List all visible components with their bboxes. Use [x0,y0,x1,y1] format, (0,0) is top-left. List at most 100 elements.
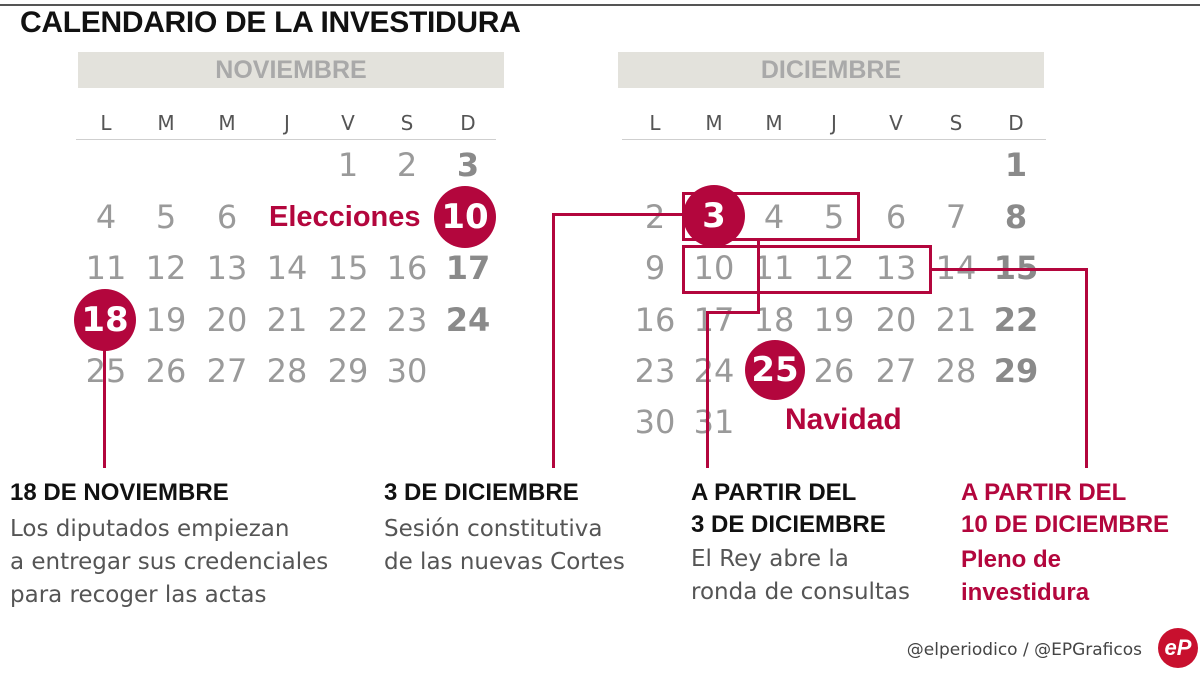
connector-line-investidura-v [1085,268,1088,468]
dec-day-16: 16 [634,301,676,339]
connector-line-dec3-h [552,213,682,216]
nov-day-11: 11 [85,249,127,287]
nov-day-12: 12 [145,249,187,287]
dec-weekday-5: S [949,111,963,135]
nov-day-26: 26 [145,352,187,390]
top-rule [0,4,1200,6]
dec-day-8: 8 [1004,198,1028,236]
month-header-noviembre: NOVIEMBRE [78,52,504,88]
dec-day-9: 9 [644,249,666,287]
nov-weekday-4: V [341,111,355,135]
dec-weekday-6: D [1008,111,1024,135]
dec-day-28: 28 [935,352,977,390]
nov-weekday-0: L [100,111,112,135]
note-nov18-line-2: a entregar sus credenciales [10,549,329,575]
nov-day-17: 17 [445,249,491,287]
calendar-rule-diciembre [622,139,1046,140]
nov-day-3: 3 [456,146,480,184]
nov-day-27: 27 [206,352,248,390]
connector-line-consultas-b [757,291,760,313]
nov-day-19: 19 [145,301,187,339]
nov-day-29: 29 [327,352,369,390]
dec-day-5: 5 [823,198,845,236]
note-nov18-title: 18 DE NOVIEMBRE [10,479,229,506]
dec-weekday-0: L [649,111,661,135]
note-investidura-title-1: A PARTIR DEL [961,479,1127,506]
dec-day-26: 26 [813,352,855,390]
nov-weekday-6: D [460,111,476,135]
note-investidura-line-1: Pleno de [961,546,1062,573]
highlight-circle-dec-3: 3 [683,185,745,247]
note-dec3-line-2: de las nuevas Cortes [384,549,625,575]
dec-weekday-3: J [831,111,837,135]
nov-day-24: 24 [445,301,491,339]
dec-day-23: 23 [634,352,676,390]
nov-day-28: 28 [266,352,308,390]
nov-weekday-2: M [218,111,236,135]
dec-day-12: 12 [813,249,855,287]
nov-weekday-3: J [284,111,290,135]
nov-day-21: 21 [266,301,308,339]
dec-day-21: 21 [935,301,977,339]
calendar-rule-noviembre [76,139,496,140]
nov-day-13: 13 [206,249,248,287]
dec-day-1: 1 [1004,146,1028,184]
dec-day-22: 22 [993,301,1039,339]
nov-day-16: 16 [386,249,428,287]
note-consultas-title-1: A PARTIR DEL [691,479,857,506]
connector-line-dec3-v [552,213,555,468]
dec-day-29: 29 [993,352,1039,390]
highlight-circle-nov-18: 18 [74,289,136,351]
nov-day-6: 6 [216,198,238,236]
note-dec3-title: 3 DE DICIEMBRE [384,479,579,506]
nov-day-5: 5 [155,198,177,236]
highlight-circle-nov-10: 10 [434,186,496,248]
highlight-box-dec-10-13 [682,245,932,294]
dec-day-17: 17 [693,301,735,339]
connector-line-investidura-h [932,268,1088,271]
note-nov18-line-3: para recoger las actas [10,582,267,608]
nov-day-14: 14 [266,249,308,287]
note-consultas-line-2: ronda de consultas [691,579,911,605]
dec-day-2: 2 [644,198,666,236]
nov-weekday-5: S [400,111,414,135]
note-nov18-line-1: Los diputados empiezan [10,516,290,542]
note-consultas-line-1: El Rey abre la [691,546,849,572]
connector-line-consultas-d [706,311,709,468]
note-investidura-line-2: investidura [961,579,1090,606]
nov-day-30: 30 [386,352,428,390]
dec-day-31: 31 [693,403,735,441]
highlight-circle-dec-25: 25 [745,340,805,400]
label-navidad: Navidad [785,403,902,436]
dec-weekday-1: M [705,111,723,135]
dec-day-11: 11 [753,249,795,287]
dec-day-6: 6 [885,198,907,236]
dec-day-4: 4 [763,198,785,236]
dec-day-19: 19 [813,301,855,339]
page-title: CALENDARIO DE LA INVESTIDURA [20,6,521,39]
nov-day-23: 23 [386,301,428,339]
nov-day-22: 22 [327,301,369,339]
nov-day-4: 4 [95,198,117,236]
nov-day-1: 1 [337,146,359,184]
dec-day-24: 24 [693,352,735,390]
elperiodico-logo-icon: eP [1158,628,1198,668]
label-elecciones: Elecciones [265,201,425,234]
nov-day-2: 2 [396,146,418,184]
nov-day-15: 15 [327,249,369,287]
note-dec3-line-1: Sesión constitutiva [384,516,603,542]
connector-line-nov18 [103,340,106,468]
nov-day-25: 25 [85,352,127,390]
credit-text: @elperiodico / @EPGraficos [906,640,1142,660]
dec-day-13: 13 [875,249,917,287]
dec-day-18: 18 [753,301,795,339]
connector-line-consultas-c [706,311,760,314]
dec-day-20: 20 [875,301,917,339]
dec-day-10: 10 [693,249,735,287]
nov-weekday-1: M [157,111,175,135]
dec-day-30: 30 [634,403,676,441]
dec-day-27: 27 [875,352,917,390]
dec-weekday-4: V [889,111,903,135]
note-consultas-title-2: 3 DE DICIEMBRE [691,511,886,538]
nov-day-20: 20 [206,301,248,339]
